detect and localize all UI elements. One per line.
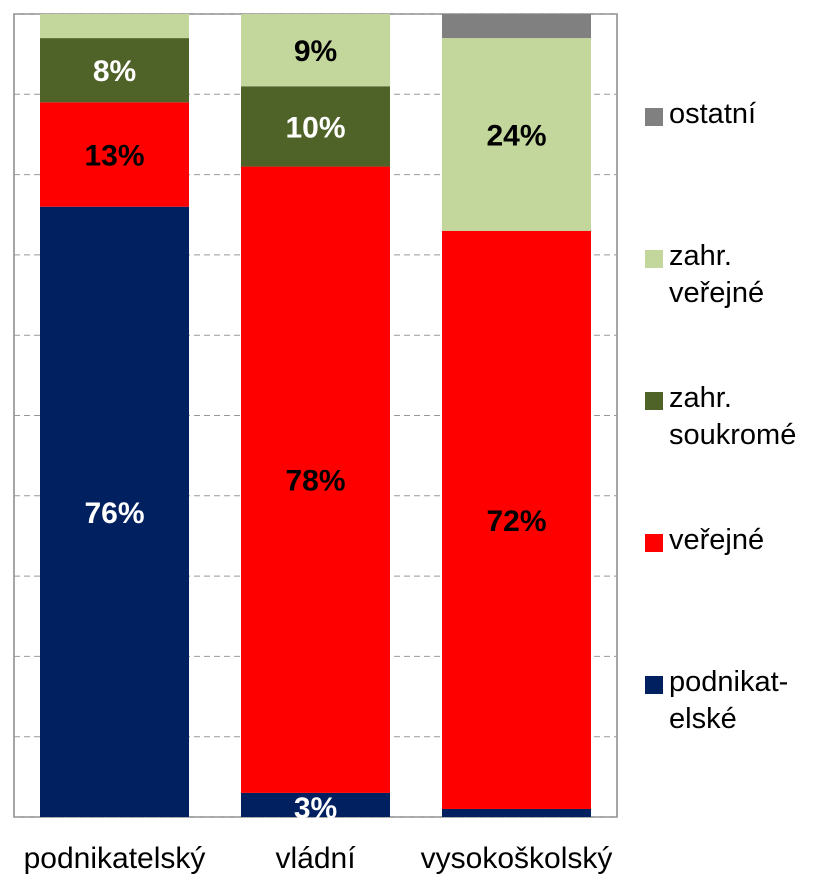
bar-segment	[442, 230, 591, 809]
data-label: 24%	[486, 119, 546, 152]
data-label: 8%	[93, 55, 136, 88]
bar-segment	[442, 808, 591, 817]
legend-label: zahr. veřejné	[669, 240, 765, 309]
legend-swatch	[645, 676, 663, 694]
x-tick-label: vládní	[275, 842, 356, 875]
x-tick-label: podnikatelský	[24, 842, 206, 875]
data-label: 13%	[84, 140, 144, 173]
legend-swatch	[645, 108, 663, 126]
legend-label: veřejné	[669, 524, 765, 556]
bar-segment	[442, 14, 591, 39]
legend-label: zahr. soukromé	[669, 382, 797, 451]
data-label: 72%	[486, 505, 546, 538]
bar-segment	[241, 166, 390, 793]
data-label: 10%	[285, 111, 345, 144]
data-label: 9%	[294, 35, 337, 68]
legend-swatch	[645, 534, 663, 552]
bar-segment	[40, 14, 189, 39]
bar-segment	[40, 102, 189, 207]
bar-segment	[241, 86, 390, 167]
x-tick-label: vysokoškolský	[421, 842, 613, 875]
bar-segment	[40, 206, 189, 818]
bar-segment	[40, 38, 189, 103]
data-label: 3%	[294, 792, 337, 825]
legend-label: ostatní	[669, 98, 757, 130]
legend-swatch	[645, 250, 663, 268]
legend-label: podnikat-elské	[669, 666, 789, 735]
bar-segment	[241, 792, 390, 817]
data-label: 78%	[285, 465, 345, 498]
bar-segment	[241, 14, 390, 87]
legend-swatch	[645, 392, 663, 410]
bar-segment	[442, 38, 591, 231]
data-label: 76%	[84, 497, 144, 530]
